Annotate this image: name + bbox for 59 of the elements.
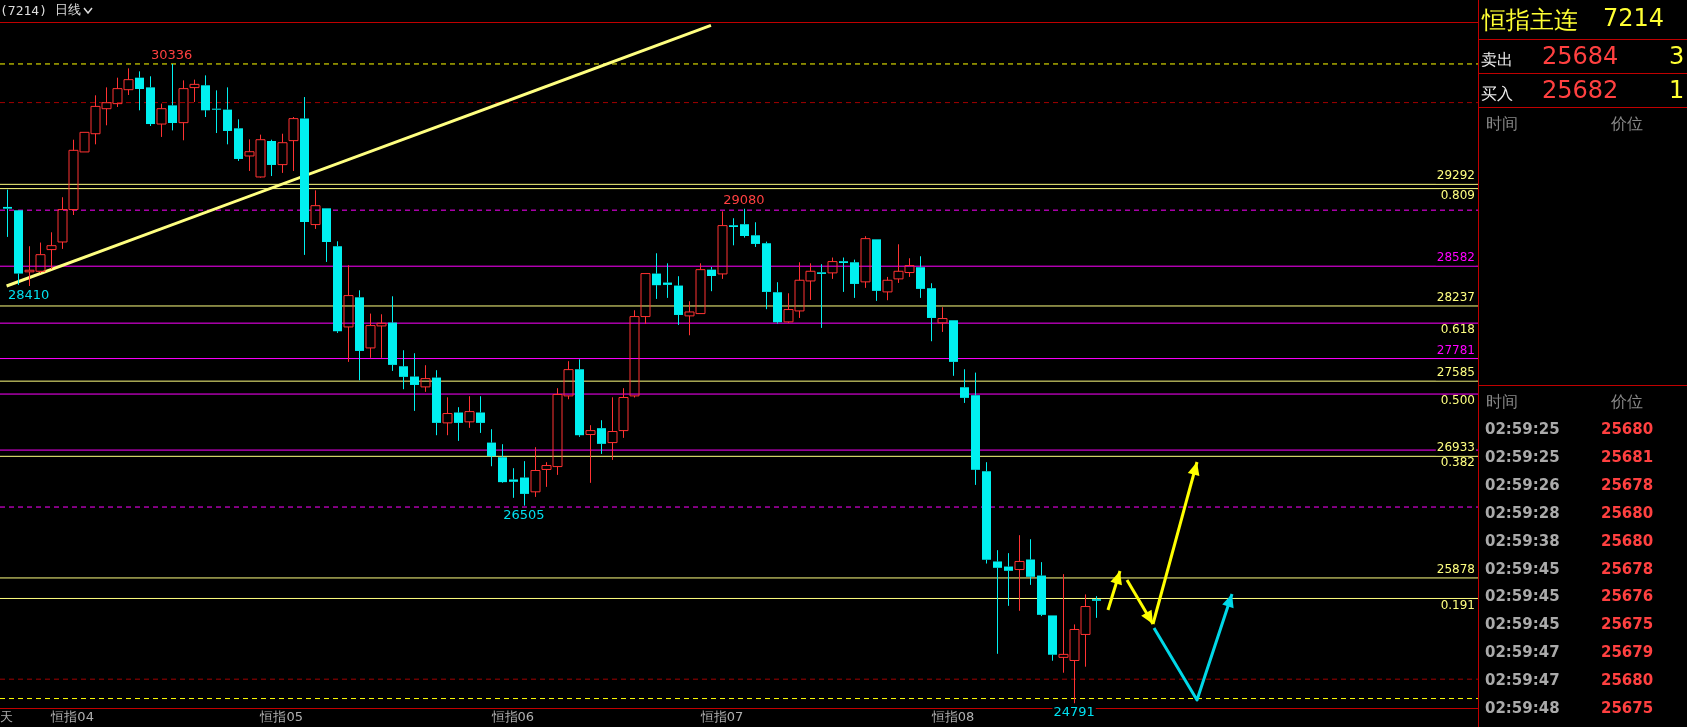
data-label: 25675 <box>1601 615 1654 634</box>
category-label: 02:59:45 <box>1485 615 1560 634</box>
data-label: 25675 <box>1601 699 1654 717</box>
text: 恒指主连 <box>1482 5 1578 36</box>
annotation: 26505 <box>503 506 545 522</box>
text: 7214 <box>1603 4 1665 32</box>
x-tick-label: 恒指05 <box>259 709 304 725</box>
data-label: 25676 <box>1601 587 1654 606</box>
category-label: 02:59:47 <box>1485 671 1560 690</box>
chart-title: (7214) <box>0 2 47 18</box>
text: 3 <box>1669 42 1685 70</box>
data-label: 25681 <box>1601 447 1654 466</box>
category-label: 02:59:25 <box>1485 420 1560 438</box>
annotation: 0.382 <box>1440 455 1475 470</box>
category-label: 02:59:38 <box>1485 531 1560 550</box>
ref-line-label: 26933 <box>1436 440 1475 455</box>
annotation: 30336 <box>151 46 193 62</box>
ref-line-label: 25878 <box>1436 562 1475 577</box>
ref-line-label: 28582 <box>1436 250 1475 265</box>
category-label: 02:59:26 <box>1485 475 1560 494</box>
category-label: 02:59:28 <box>1485 503 1560 522</box>
data-label: 25678 <box>1601 475 1654 494</box>
text: 25682 <box>1542 76 1619 104</box>
x-tick-label: 恒指08 <box>930 709 975 725</box>
category-label: 02:59:45 <box>1485 559 1560 578</box>
text: 时间 <box>1486 114 1518 135</box>
ref-line-label: 27781 <box>1436 342 1475 357</box>
text: 价位 <box>1611 114 1643 135</box>
data-label: 25680 <box>1601 531 1654 550</box>
text: 时间 <box>1486 392 1518 413</box>
annotation: 0.618 <box>1440 322 1475 337</box>
data-label: 25679 <box>1601 643 1654 662</box>
data-label: 25680 <box>1601 503 1654 522</box>
text: 买入 <box>1481 84 1513 105</box>
text: 价位 <box>1611 392 1643 413</box>
ref-line-label: 27585 <box>1436 365 1475 380</box>
data-label: 25680 <box>1601 420 1654 438</box>
annotation: 0.809 <box>1440 187 1475 202</box>
text: 25684 <box>1542 42 1619 70</box>
data-label: 25680 <box>1601 671 1654 690</box>
text: 天 <box>0 708 13 724</box>
chart-subtitle: 日线 <box>54 1 81 19</box>
annotation: 24791 <box>1053 704 1095 720</box>
x-tick-label: 恒指04 <box>50 709 94 725</box>
annotation: 0.191 <box>1440 597 1475 612</box>
category-label: 02:59:45 <box>1485 587 1560 606</box>
category-label: 02:59:48 <box>1485 699 1560 717</box>
annotation: 28410 <box>7 286 50 302</box>
annotation: 0.500 <box>1440 393 1475 408</box>
ref-line-label: 29292 <box>1436 168 1475 183</box>
category-label: 02:59:25 <box>1485 447 1560 466</box>
x-tick-label: 恒指07 <box>699 709 744 725</box>
text: 卖出 <box>1481 50 1513 71</box>
ref-line-label: 28237 <box>1436 290 1475 305</box>
x-tick-label: 恒指06 <box>490 709 535 725</box>
data-label: 25678 <box>1601 559 1654 578</box>
category-label: 02:59:47 <box>1485 643 1560 662</box>
annotation: 29080 <box>723 191 765 207</box>
text: 1 <box>1669 76 1685 104</box>
